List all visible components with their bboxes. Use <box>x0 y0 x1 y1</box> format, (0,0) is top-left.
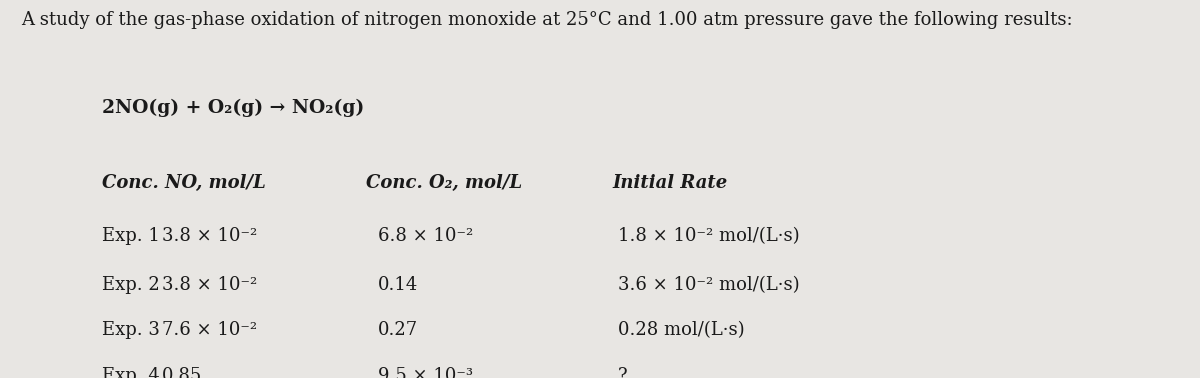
Text: ?: ? <box>618 367 628 378</box>
Text: Conc. O₂, mol/L: Conc. O₂, mol/L <box>366 174 522 192</box>
Text: Conc. NO, mol/L: Conc. NO, mol/L <box>102 174 265 192</box>
Text: 0.85: 0.85 <box>162 367 203 378</box>
Text: 3.8 × 10⁻²: 3.8 × 10⁻² <box>162 276 257 294</box>
Text: 3.8 × 10⁻²: 3.8 × 10⁻² <box>162 227 257 245</box>
Text: 3.6 × 10⁻² mol/(L·s): 3.6 × 10⁻² mol/(L·s) <box>618 276 799 294</box>
Text: A study of the gas-phase oxidation of nitrogen monoxide at 25°C and 1.00 atm pre: A study of the gas-phase oxidation of ni… <box>22 11 1073 29</box>
Text: 7.6 × 10⁻²: 7.6 × 10⁻² <box>162 321 257 339</box>
Text: Exp. 2: Exp. 2 <box>102 276 160 294</box>
Text: 6.8 × 10⁻²: 6.8 × 10⁻² <box>378 227 473 245</box>
Text: 1.8 × 10⁻² mol/(L·s): 1.8 × 10⁻² mol/(L·s) <box>618 227 799 245</box>
Text: 0.27: 0.27 <box>378 321 418 339</box>
Text: Exp. 3: Exp. 3 <box>102 321 160 339</box>
Text: Exp. 1: Exp. 1 <box>102 227 160 245</box>
Text: 0.14: 0.14 <box>378 276 419 294</box>
Text: 2NO(g) + O₂(g) → NO₂(g): 2NO(g) + O₂(g) → NO₂(g) <box>102 98 365 116</box>
Text: Initial Rate: Initial Rate <box>612 174 727 192</box>
Text: 0.28 mol/(L·s): 0.28 mol/(L·s) <box>618 321 745 339</box>
Text: 9.5 × 10⁻³: 9.5 × 10⁻³ <box>378 367 473 378</box>
Text: Exp. 4: Exp. 4 <box>102 367 160 378</box>
